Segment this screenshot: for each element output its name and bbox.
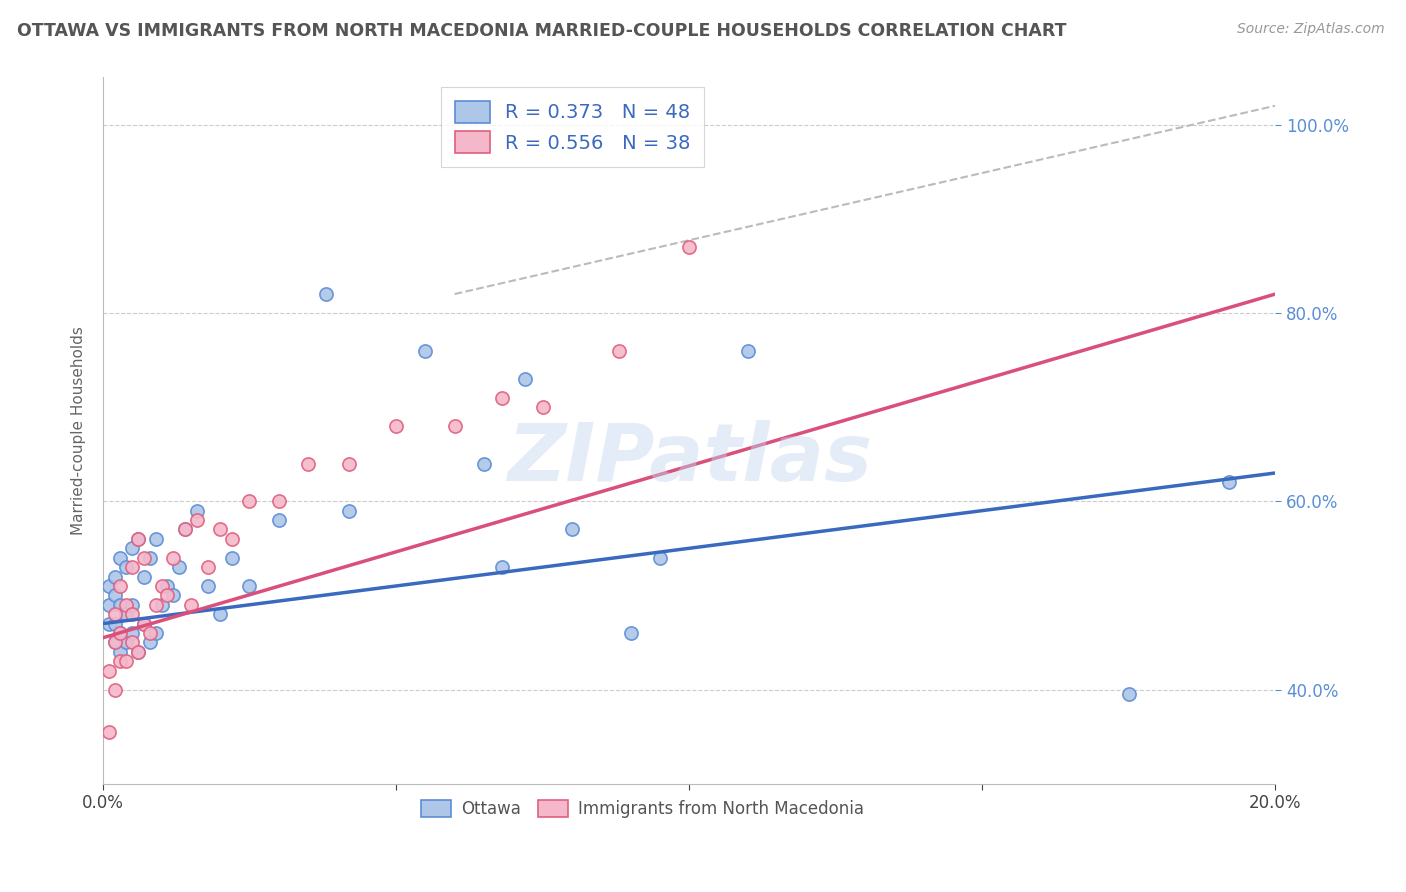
Point bbox=[121, 607, 143, 622]
Point bbox=[145, 598, 167, 612]
Point bbox=[162, 550, 184, 565]
Point bbox=[132, 550, 155, 565]
Point bbox=[139, 550, 162, 565]
Point bbox=[443, 418, 465, 433]
Point bbox=[110, 626, 132, 640]
Point bbox=[619, 626, 641, 640]
Point bbox=[197, 579, 219, 593]
Point bbox=[110, 579, 132, 593]
Point bbox=[162, 588, 184, 602]
Y-axis label: Married-couple Households: Married-couple Households bbox=[72, 326, 86, 535]
Point bbox=[139, 635, 162, 649]
Point bbox=[145, 532, 167, 546]
Point bbox=[104, 635, 127, 649]
Point bbox=[174, 523, 197, 537]
Point bbox=[104, 616, 127, 631]
Text: Source: ZipAtlas.com: Source: ZipAtlas.com bbox=[1237, 22, 1385, 37]
Point bbox=[110, 550, 132, 565]
Point bbox=[121, 541, 143, 556]
Point bbox=[267, 513, 290, 527]
Point bbox=[127, 532, 149, 546]
Point bbox=[115, 560, 138, 574]
Point bbox=[104, 607, 127, 622]
Point bbox=[197, 560, 219, 574]
Point bbox=[110, 626, 132, 640]
Point bbox=[337, 503, 360, 517]
Point bbox=[145, 626, 167, 640]
Point bbox=[97, 616, 120, 631]
Text: OTTAWA VS IMMIGRANTS FROM NORTH MACEDONIA MARRIED-COUPLE HOUSEHOLDS CORRELATION : OTTAWA VS IMMIGRANTS FROM NORTH MACEDONI… bbox=[17, 22, 1066, 40]
Point bbox=[1218, 475, 1240, 490]
Point bbox=[104, 588, 127, 602]
Point bbox=[180, 598, 202, 612]
Point bbox=[221, 550, 243, 565]
Point bbox=[267, 494, 290, 508]
Point bbox=[110, 598, 132, 612]
Point bbox=[110, 654, 132, 668]
Point bbox=[121, 635, 143, 649]
Point bbox=[104, 569, 127, 583]
Point bbox=[115, 654, 138, 668]
Point bbox=[156, 579, 179, 593]
Point bbox=[491, 391, 513, 405]
Point bbox=[110, 645, 132, 659]
Point bbox=[127, 645, 149, 659]
Point bbox=[132, 569, 155, 583]
Point bbox=[121, 626, 143, 640]
Point bbox=[115, 635, 138, 649]
Point bbox=[186, 513, 208, 527]
Point bbox=[115, 607, 138, 622]
Point bbox=[513, 372, 536, 386]
Point bbox=[491, 560, 513, 574]
Point bbox=[132, 616, 155, 631]
Point bbox=[531, 400, 554, 414]
Point bbox=[156, 588, 179, 602]
Point bbox=[167, 560, 190, 574]
Point bbox=[97, 725, 120, 739]
Point bbox=[415, 343, 437, 358]
Point bbox=[472, 457, 495, 471]
Point bbox=[104, 635, 127, 649]
Point bbox=[238, 494, 260, 508]
Point bbox=[209, 523, 232, 537]
Point bbox=[139, 626, 162, 640]
Point bbox=[121, 598, 143, 612]
Point bbox=[104, 682, 127, 697]
Point bbox=[127, 532, 149, 546]
Point bbox=[209, 607, 232, 622]
Point bbox=[121, 560, 143, 574]
Point bbox=[174, 523, 197, 537]
Point bbox=[737, 343, 759, 358]
Point bbox=[561, 523, 583, 537]
Legend: Ottawa, Immigrants from North Macedonia: Ottawa, Immigrants from North Macedonia bbox=[415, 793, 870, 825]
Point bbox=[238, 579, 260, 593]
Point bbox=[97, 664, 120, 678]
Point bbox=[385, 418, 408, 433]
Point bbox=[297, 457, 319, 471]
Point bbox=[132, 616, 155, 631]
Point bbox=[97, 598, 120, 612]
Point bbox=[315, 287, 337, 301]
Point bbox=[221, 532, 243, 546]
Point bbox=[648, 550, 671, 565]
Point bbox=[337, 457, 360, 471]
Point bbox=[186, 503, 208, 517]
Point bbox=[678, 240, 700, 254]
Point bbox=[97, 579, 120, 593]
Point bbox=[127, 645, 149, 659]
Point bbox=[115, 598, 138, 612]
Point bbox=[150, 579, 173, 593]
Point bbox=[150, 598, 173, 612]
Point bbox=[1118, 687, 1140, 701]
Point bbox=[607, 343, 630, 358]
Text: ZIPatlas: ZIPatlas bbox=[506, 420, 872, 498]
